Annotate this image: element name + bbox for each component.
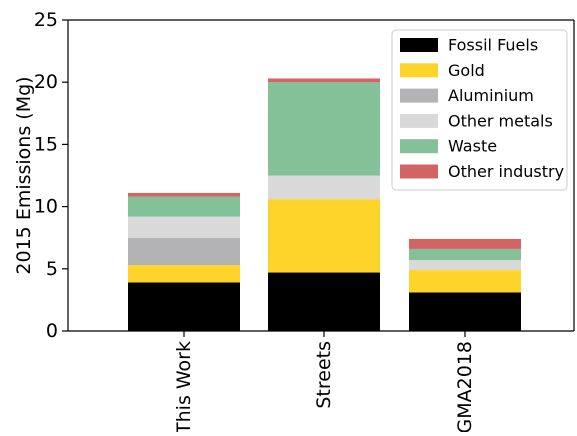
legend-label-aluminium: Aluminium (448, 86, 534, 105)
labels-layer: 0 5 10 15 20 25 This Work Streets GMA2018 2015 Em… (13, 9, 476, 435)
legend-label-gold: Gold (448, 61, 485, 80)
bar-segment-aluminium-0 (128, 237, 240, 266)
y-tick-label-25: 25 (34, 9, 58, 31)
y-axis-label: 2015 Emissions (Mg) (13, 76, 35, 274)
bar-segment-waste-0 (128, 196, 240, 217)
bar-segment-fossil-fuels-2 (409, 292, 521, 331)
bar-segment-other-industry-0 (128, 192, 240, 197)
bar-segment-other-industry-2 (409, 238, 521, 249)
legend-swatch-fossil-fuels (400, 38, 438, 52)
bar-segment-gold-0 (128, 265, 240, 283)
legend-swatch-waste (400, 139, 438, 154)
ticks-layer (62, 19, 466, 337)
bar-segment-gold-2 (409, 270, 521, 293)
legend-swatch-aluminium (400, 88, 438, 103)
bar-segment-waste-1 (268, 82, 380, 176)
bar-segment-other-metals-1 (268, 175, 380, 200)
bar-segment-waste-2 (409, 248, 521, 261)
bar-segment-other-metals-0 (128, 216, 240, 238)
legend-swatch-other-industry (400, 164, 438, 179)
bars-layer (128, 78, 521, 331)
x-tick-label-gma2018: GMA2018 (454, 341, 476, 432)
y-tick-label-15: 15 (34, 133, 58, 155)
legend: Fossil Fuels Gold Aluminium Other metals Was… (391, 29, 568, 191)
legend-swatch-other-metals (400, 113, 438, 128)
y-tick-label-10: 10 (34, 196, 58, 218)
legend-label-other-industry: Other industry (448, 162, 564, 181)
legend-label-fossil-fuels: Fossil Fuels (448, 36, 538, 55)
bar-segment-fossil-fuels-0 (128, 282, 240, 331)
y-tick-label-0: 0 (46, 320, 58, 342)
y-tick-label-20: 20 (34, 71, 58, 93)
bar-segment-fossil-fuels-1 (268, 272, 380, 331)
bar-segment-gold-1 (268, 199, 380, 273)
y-tick-label-5: 5 (46, 258, 58, 280)
x-tick-label-streets: Streets (313, 341, 335, 409)
legend-swatch-gold (400, 63, 438, 78)
x-tick-label-this-work: This Work (173, 341, 195, 432)
bar-segment-other-metals-2 (409, 260, 521, 271)
legend-label-other-metals: Other metals (448, 111, 553, 130)
bar-segment-other-industry-1 (268, 78, 380, 83)
axes-layer (67, 19, 575, 332)
legend-label-waste: Waste (448, 137, 497, 156)
